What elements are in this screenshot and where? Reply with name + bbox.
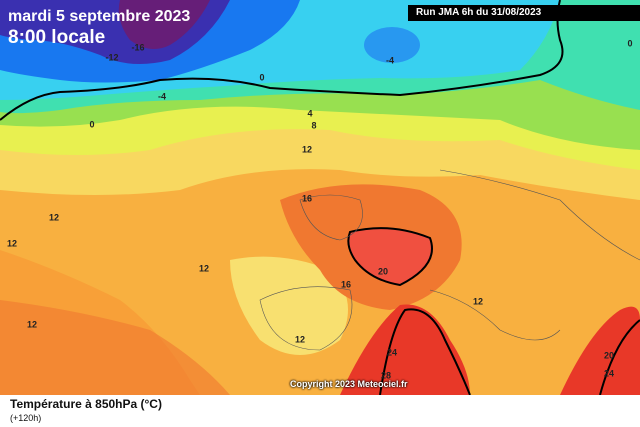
contour-label: 4 — [307, 108, 312, 118]
temperature-field — [0, 0, 640, 395]
legend-title: Température à 850hPa (°C) — [10, 397, 162, 411]
zero-isotherm — [0, 0, 640, 396]
contour-label: 12 — [295, 334, 305, 344]
contour-label: 12 — [7, 238, 17, 248]
coastlines — [259, 169, 640, 351]
lead-time: (+120h) — [10, 413, 42, 423]
contour-label: 24 — [604, 368, 614, 378]
contour-label: 16 — [341, 279, 351, 289]
map-date: mardi 5 septembre 2023 — [8, 8, 191, 25]
contour-label: 0 — [259, 72, 264, 82]
contour-label: 0 — [627, 38, 632, 48]
contour-label: 12 — [49, 212, 59, 222]
contour-label: 12 — [27, 319, 37, 329]
contour-label: 20 — [378, 266, 388, 276]
contour-label: 12 — [199, 263, 209, 273]
contour-label: 16 — [302, 193, 312, 203]
contour-label: -16 — [131, 42, 144, 52]
contour-label: 20 — [604, 350, 614, 360]
run-info: Run JMA 6h du 31/08/2023 — [408, 5, 640, 21]
contour-label: -12 — [105, 52, 118, 62]
contour-label: 12 — [302, 144, 312, 154]
contour-label: 28 — [381, 370, 391, 380]
map-time: 8:00 locale — [8, 27, 106, 48]
contour-label: 24 — [387, 347, 397, 357]
legend-panel — [0, 395, 640, 427]
contour-label: 0 — [89, 119, 94, 129]
contour-label: -4 — [386, 55, 394, 65]
contour-label: 8 — [311, 120, 316, 130]
contour-label: -4 — [158, 91, 166, 101]
contour-label: 12 — [473, 296, 483, 306]
copyright: Copyright 2023 Meteociel.fr — [290, 379, 408, 389]
